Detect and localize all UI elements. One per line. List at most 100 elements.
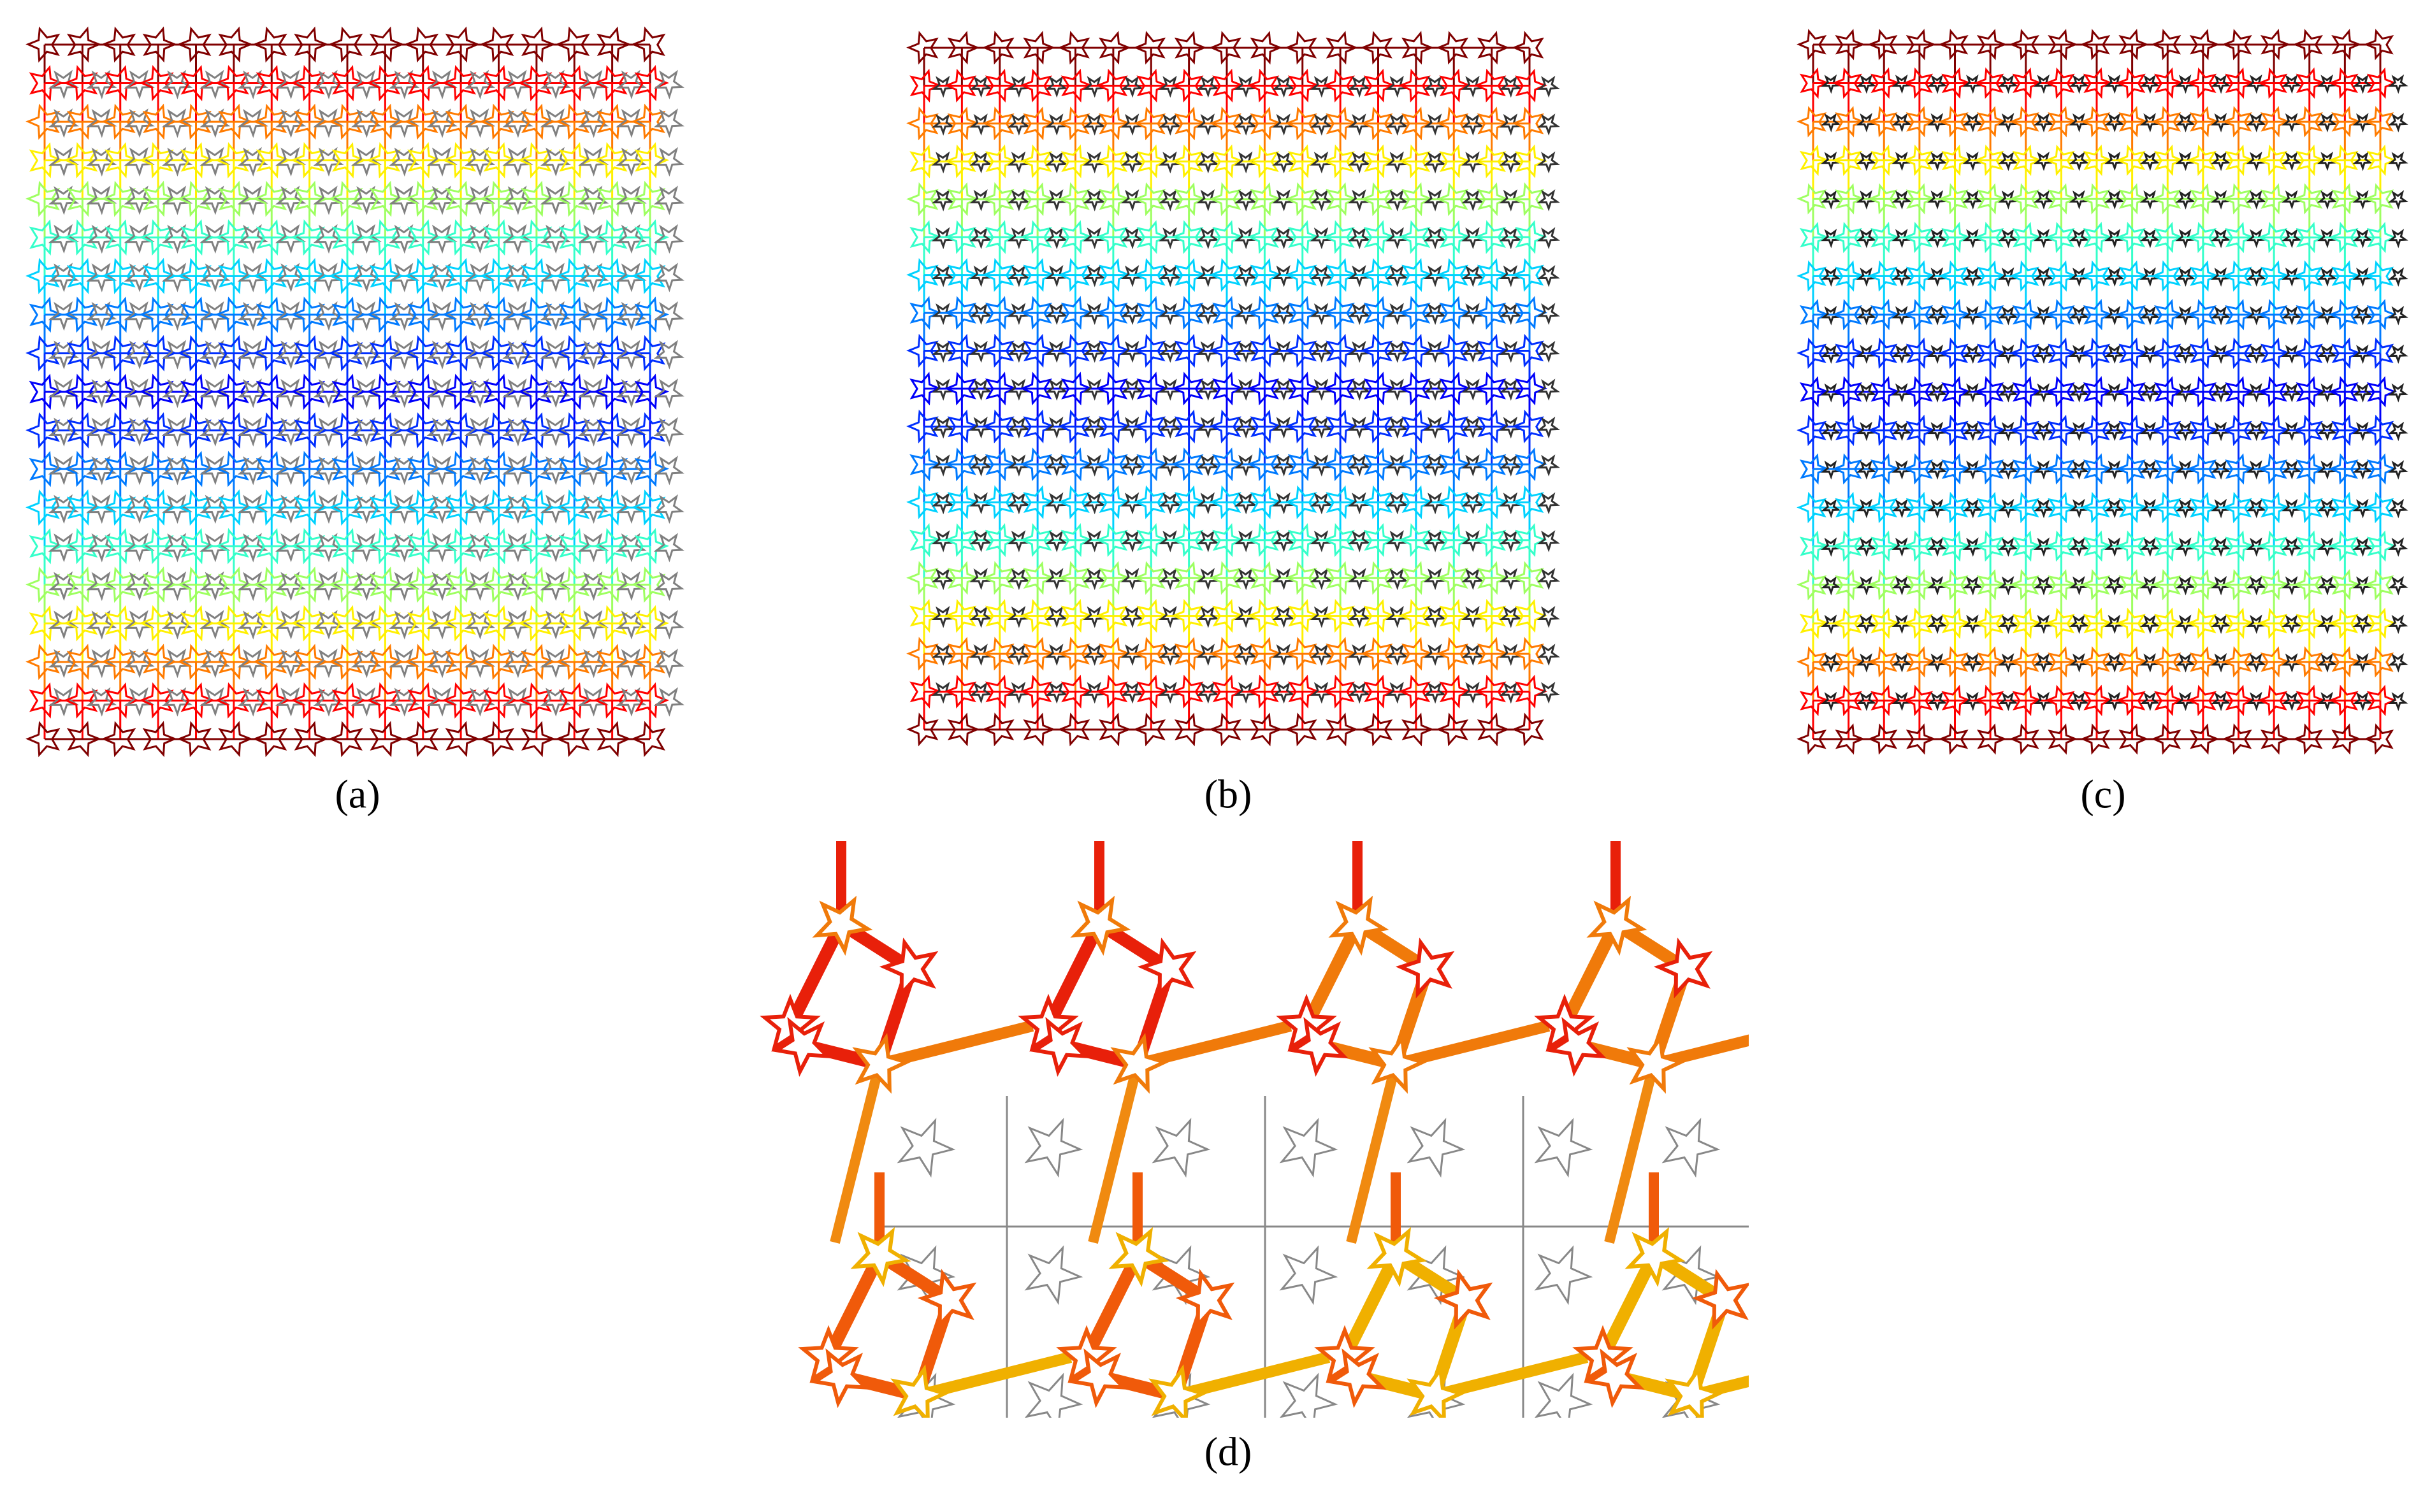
star-cell bbox=[1832, 453, 1862, 485]
star-cell bbox=[1799, 684, 1830, 717]
star-cell bbox=[2189, 183, 2220, 215]
star-cell bbox=[1133, 485, 1166, 519]
star-cell bbox=[981, 106, 1015, 141]
inner-star bbox=[1045, 151, 1068, 174]
star-cell bbox=[985, 447, 1018, 482]
star-cell bbox=[1171, 523, 1204, 558]
inner-star bbox=[2211, 460, 2231, 480]
star-cell bbox=[2222, 183, 2252, 215]
star-cell bbox=[2366, 607, 2397, 639]
inner-star bbox=[1499, 606, 1523, 628]
star-cell bbox=[63, 605, 98, 642]
star-cell bbox=[2083, 453, 2113, 485]
inner-star bbox=[653, 301, 684, 331]
star-cell bbox=[593, 219, 628, 256]
star-cell bbox=[597, 721, 632, 758]
star-cell bbox=[2296, 453, 2326, 485]
star-cell bbox=[1439, 296, 1472, 330]
star-cell bbox=[63, 528, 98, 565]
star-cell bbox=[442, 450, 477, 487]
star-cell bbox=[2151, 491, 2181, 524]
star-cell bbox=[1363, 296, 1396, 330]
star-cell bbox=[2225, 376, 2255, 408]
star-cell bbox=[1171, 371, 1204, 406]
inner-star bbox=[969, 606, 993, 628]
inner-star bbox=[426, 610, 458, 640]
star-cell bbox=[2331, 491, 2362, 524]
inner-star bbox=[2069, 229, 2090, 248]
inner-star bbox=[124, 147, 155, 177]
star-cell bbox=[1401, 485, 1434, 519]
star-cell bbox=[1284, 182, 1317, 217]
star-cell bbox=[1136, 371, 1169, 406]
star-cell bbox=[1212, 598, 1245, 633]
star-cell bbox=[1322, 220, 1355, 254]
star-cell bbox=[1174, 485, 1207, 519]
inner-star bbox=[464, 571, 496, 601]
star-cell bbox=[2012, 376, 2043, 408]
inner-star bbox=[2211, 151, 2231, 171]
inner-star bbox=[124, 533, 155, 563]
star-cell bbox=[1976, 337, 2007, 370]
inner-star bbox=[1045, 606, 1068, 628]
inner-star bbox=[389, 494, 420, 524]
star-cell bbox=[1512, 409, 1544, 443]
star-cell bbox=[1060, 447, 1094, 482]
star-cell bbox=[2331, 29, 2362, 61]
inner-star bbox=[1927, 383, 1948, 403]
star-cell bbox=[366, 682, 401, 719]
star-cell bbox=[177, 412, 212, 449]
inner-star bbox=[1347, 681, 1371, 704]
star-cell bbox=[1903, 144, 1934, 176]
node-star bbox=[812, 895, 873, 956]
inner-star bbox=[577, 610, 609, 640]
star-cell bbox=[555, 489, 590, 526]
star-cell bbox=[214, 296, 250, 333]
star-cell bbox=[1902, 607, 1934, 639]
star-cell bbox=[593, 296, 628, 333]
inner-star bbox=[1159, 265, 1182, 287]
star-cell bbox=[25, 180, 61, 217]
inner-star bbox=[2388, 653, 2408, 673]
inner-star bbox=[969, 681, 993, 704]
star-cell bbox=[2009, 414, 2039, 447]
inner-star bbox=[2139, 74, 2160, 94]
inner-star bbox=[389, 571, 420, 601]
star-cell bbox=[555, 180, 590, 217]
inner-star bbox=[1962, 344, 1983, 364]
star-cell bbox=[1867, 569, 1898, 601]
star-cell bbox=[403, 335, 439, 371]
inner-star bbox=[540, 494, 571, 524]
node-star bbox=[1175, 1269, 1235, 1330]
star-cell bbox=[1473, 371, 1507, 406]
inner-star bbox=[1461, 340, 1485, 363]
star-cell bbox=[1906, 569, 1936, 601]
inner-star bbox=[1310, 265, 1333, 287]
inner-star bbox=[1083, 265, 1106, 287]
star-cell bbox=[2154, 67, 2185, 99]
star-cell bbox=[947, 257, 980, 292]
inner-star bbox=[313, 108, 344, 138]
star-cell bbox=[177, 644, 212, 680]
star-cell bbox=[1906, 414, 1936, 447]
star-cell bbox=[906, 257, 939, 292]
inner-star bbox=[2211, 306, 2231, 326]
inner-star bbox=[1083, 568, 1106, 591]
star-cell bbox=[1941, 299, 1972, 331]
star-cell bbox=[555, 412, 590, 449]
inner-star bbox=[1159, 568, 1182, 591]
star-cell bbox=[2260, 29, 2291, 61]
star-cell bbox=[1136, 144, 1169, 178]
star-cell bbox=[2118, 260, 2149, 292]
star-cell bbox=[1938, 183, 1969, 215]
star-cell bbox=[1439, 674, 1472, 709]
star-cell bbox=[1023, 333, 1055, 368]
inner-star bbox=[1461, 113, 1485, 136]
star-cell bbox=[1023, 257, 1055, 292]
node-star bbox=[1326, 1348, 1387, 1408]
inner-star bbox=[2282, 74, 2302, 94]
star-cell bbox=[1473, 523, 1507, 558]
inner-star bbox=[199, 301, 231, 331]
inner-star bbox=[1927, 460, 1948, 480]
star-cell bbox=[1363, 220, 1396, 254]
